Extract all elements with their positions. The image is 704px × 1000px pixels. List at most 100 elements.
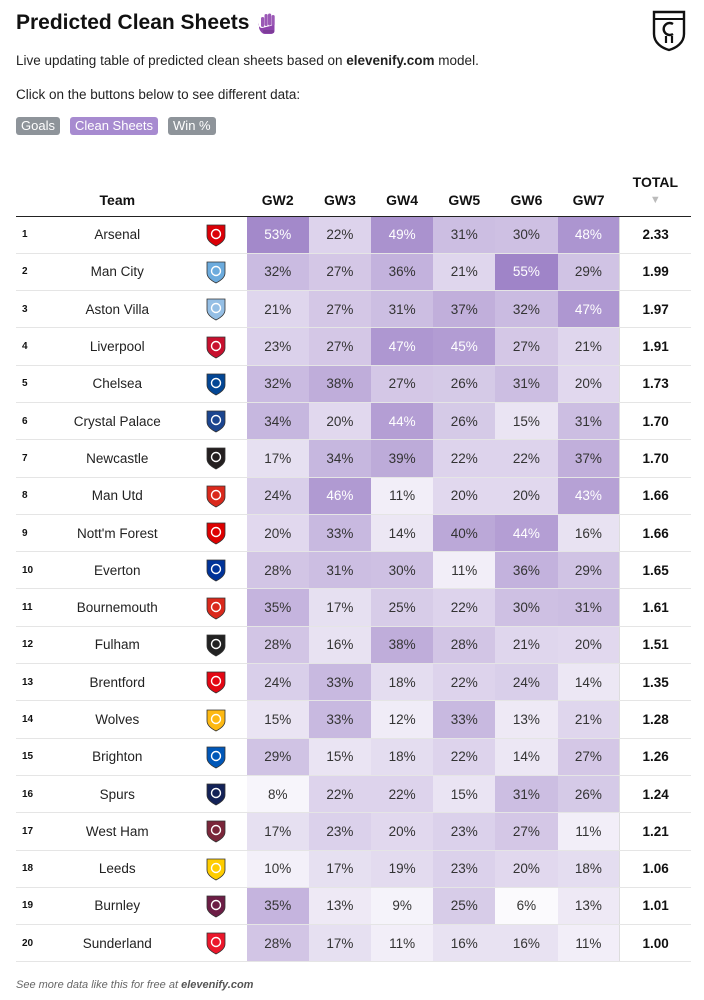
- fulham-badge-icon: [206, 634, 225, 657]
- gw6-cell: 30%: [495, 216, 558, 254]
- badge-cell: [184, 775, 247, 814]
- liverpool-badge-icon: [206, 336, 225, 358]
- footer: See more data like this for free at elev…: [16, 979, 253, 991]
- team-header[interactable]: Team: [50, 168, 185, 217]
- rank-cell: 2: [16, 253, 51, 292]
- gw7-cell: 48%: [557, 216, 620, 254]
- instruction-text: Click on the buttons below to see differ…: [16, 87, 301, 102]
- elevenify-logo-icon[interactable]: [652, 10, 686, 52]
- gw7-cell: 20%: [557, 365, 620, 403]
- gw2-cell: 28%: [246, 626, 309, 665]
- subtitle-brand-link[interactable]: elevenify.com: [346, 53, 435, 68]
- badge-cell: [184, 626, 247, 665]
- gw6-cell: 15%: [495, 402, 558, 441]
- gw4-cell: 38%: [371, 626, 434, 665]
- team-name-cell: Man City: [50, 253, 185, 292]
- gw4-cell: 12%: [371, 700, 434, 739]
- gw7-header[interactable]: GW7: [557, 168, 620, 217]
- gw2-cell: 8%: [246, 775, 309, 814]
- gw6-cell: 32%: [495, 290, 558, 329]
- gw4-cell: 22%: [371, 775, 434, 814]
- badge-cell: [184, 253, 247, 292]
- badge-cell: [184, 887, 247, 926]
- gw3-cell: 27%: [308, 253, 371, 292]
- gw4-cell: 11%: [371, 924, 434, 963]
- badge-cell: [184, 663, 247, 702]
- table-row: 8 Man Utd 24% 46% 11% 20% 20% 43% 1.66: [16, 477, 691, 515]
- gw2-cell: 21%: [246, 290, 309, 329]
- team-name-cell: Wolves: [50, 700, 185, 739]
- total-cell: 1.70: [619, 439, 691, 478]
- table-row: 6 Crystal Palace 34% 20% 44% 26% 15% 31% 1.70: [16, 402, 691, 441]
- subtitle-suffix: model.: [434, 53, 479, 68]
- table-row: 7 Newcastle 17% 34% 39% 22% 22% 37% 1.70: [16, 439, 691, 478]
- goals-button[interactable]: Goals: [16, 117, 60, 135]
- gw6-cell: 13%: [495, 700, 558, 739]
- gw2-cell: 17%: [246, 439, 309, 478]
- gw5-cell: 25%: [433, 887, 496, 926]
- team-name-cell: Aston Villa: [50, 290, 185, 329]
- gw5-header[interactable]: GW5: [433, 168, 496, 217]
- rank-cell: 3: [16, 290, 51, 329]
- total-cell: 1.21: [619, 812, 691, 851]
- gw6-cell: 30%: [495, 588, 558, 627]
- gw5-cell: 20%: [433, 477, 496, 515]
- gw2-header[interactable]: GW2: [246, 168, 309, 217]
- table-row: 10 Everton 28% 31% 30% 11% 36% 29% 1.65: [16, 551, 691, 590]
- gw4-cell: 19%: [371, 850, 434, 888]
- data-toggle-buttons: Goals Clean Sheets Win %: [16, 117, 216, 135]
- table-row: 1 Arsenal 53% 22% 49% 31% 30% 48% 2.33: [16, 216, 691, 254]
- spurs-badge-icon: [206, 783, 225, 806]
- team-name-cell: Brentford: [50, 663, 185, 702]
- gw5-cell: 22%: [433, 738, 496, 776]
- team-name-cell: Liverpool: [50, 327, 185, 366]
- total-cell: 1.26: [619, 738, 691, 776]
- gw3-header[interactable]: GW3: [308, 168, 371, 217]
- team-name-cell: Everton: [50, 551, 185, 590]
- sort-descending-icon[interactable]: ▼: [649, 193, 661, 206]
- total-cell: 1.70: [619, 402, 691, 441]
- gw5-cell: 26%: [433, 402, 496, 441]
- gw7-cell: 16%: [557, 514, 620, 553]
- subtitle-prefix: Live updating table of predicted clean s…: [16, 53, 347, 68]
- table-row: 19 Burnley 35% 13% 9% 25% 6% 13% 1.01: [16, 887, 691, 926]
- team-name-cell: Spurs: [50, 775, 185, 814]
- clean-sheets-button[interactable]: Clean Sheets: [69, 117, 159, 135]
- gw4-cell: 18%: [371, 663, 434, 702]
- badge-cell: [184, 402, 247, 441]
- badge-cell: [184, 327, 247, 366]
- chelsea-badge-icon: [206, 373, 225, 396]
- gw5-cell: 37%: [433, 290, 496, 329]
- gw3-cell: 22%: [308, 775, 371, 814]
- gw7-cell: 13%: [557, 887, 620, 926]
- badge-header: [184, 168, 247, 217]
- gw3-cell: 33%: [308, 663, 371, 702]
- gw2-cell: 20%: [246, 514, 309, 553]
- table-row: 9 Nott'm Forest 20% 33% 14% 40% 44% 16% 1.66: [16, 514, 691, 553]
- gw5-cell: 23%: [433, 812, 496, 851]
- total-header[interactable]: TOTAL ▼: [619, 168, 691, 217]
- gw7-cell: 26%: [557, 775, 620, 814]
- gw6-cell: 55%: [495, 253, 558, 292]
- gw6-cell: 44%: [495, 514, 558, 553]
- gw4-cell: 44%: [371, 402, 434, 441]
- gw6-cell: 20%: [495, 477, 558, 515]
- aston-villa-badge-icon: [206, 298, 225, 321]
- total-cell: 1.61: [619, 588, 691, 627]
- gw4-header[interactable]: GW4: [371, 168, 434, 217]
- gw6-header[interactable]: GW6: [495, 168, 558, 217]
- gw5-cell: 26%: [433, 365, 496, 403]
- gw3-cell: 46%: [308, 477, 371, 515]
- gw4-cell: 39%: [371, 439, 434, 478]
- rank-cell: 6: [16, 402, 51, 441]
- total-cell: 1.66: [619, 514, 691, 553]
- rank-cell: 4: [16, 327, 51, 366]
- subtitle: Live updating table of predicted clean s…: [16, 53, 479, 68]
- gw6-cell: 27%: [495, 327, 558, 366]
- footer-brand-link[interactable]: elevenify.com: [181, 979, 254, 991]
- badge-cell: [184, 477, 247, 515]
- gw3-cell: 27%: [308, 290, 371, 329]
- table-row: 3 Aston Villa 21% 27% 31% 37% 32% 47% 1.97: [16, 290, 691, 329]
- total-cell: 1.28: [619, 700, 691, 739]
- win-percent-button[interactable]: Win %: [168, 117, 216, 135]
